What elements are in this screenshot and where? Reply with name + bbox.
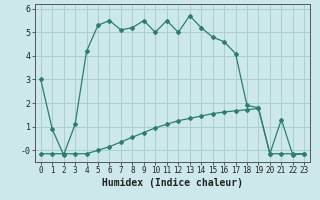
X-axis label: Humidex (Indice chaleur): Humidex (Indice chaleur): [102, 178, 243, 188]
